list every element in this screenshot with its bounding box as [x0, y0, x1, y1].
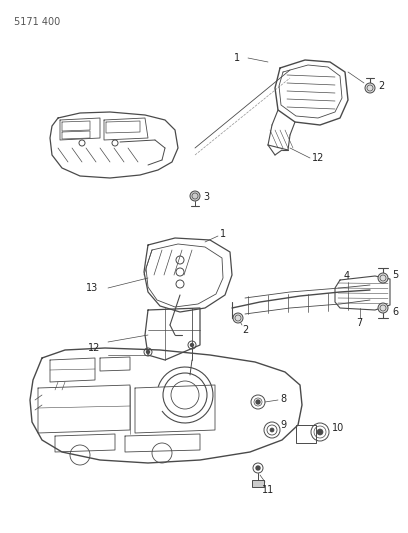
Circle shape	[256, 400, 260, 404]
Circle shape	[378, 303, 388, 313]
Text: 5171 400: 5171 400	[14, 17, 60, 27]
Text: 3: 3	[203, 192, 209, 202]
Text: 4: 4	[344, 271, 350, 281]
Circle shape	[378, 273, 388, 283]
Text: 13: 13	[86, 283, 98, 293]
Text: 5: 5	[392, 270, 398, 280]
Text: 12: 12	[88, 343, 100, 353]
Circle shape	[365, 83, 375, 93]
Circle shape	[190, 191, 200, 201]
Text: 8: 8	[280, 394, 286, 404]
Circle shape	[233, 313, 243, 323]
Text: 1: 1	[234, 53, 240, 63]
Text: 11: 11	[262, 485, 274, 495]
Text: 10: 10	[332, 423, 344, 433]
Circle shape	[317, 429, 323, 435]
Text: 12: 12	[312, 153, 324, 163]
Text: 2: 2	[242, 325, 248, 335]
Circle shape	[270, 428, 274, 432]
Text: 9: 9	[280, 420, 286, 430]
FancyBboxPatch shape	[252, 480, 264, 487]
Circle shape	[146, 351, 149, 353]
Text: 7: 7	[356, 318, 362, 328]
Circle shape	[256, 466, 260, 470]
Text: 1: 1	[220, 229, 226, 239]
Text: 2: 2	[378, 81, 384, 91]
Text: 6: 6	[392, 307, 398, 317]
Circle shape	[191, 343, 193, 346]
